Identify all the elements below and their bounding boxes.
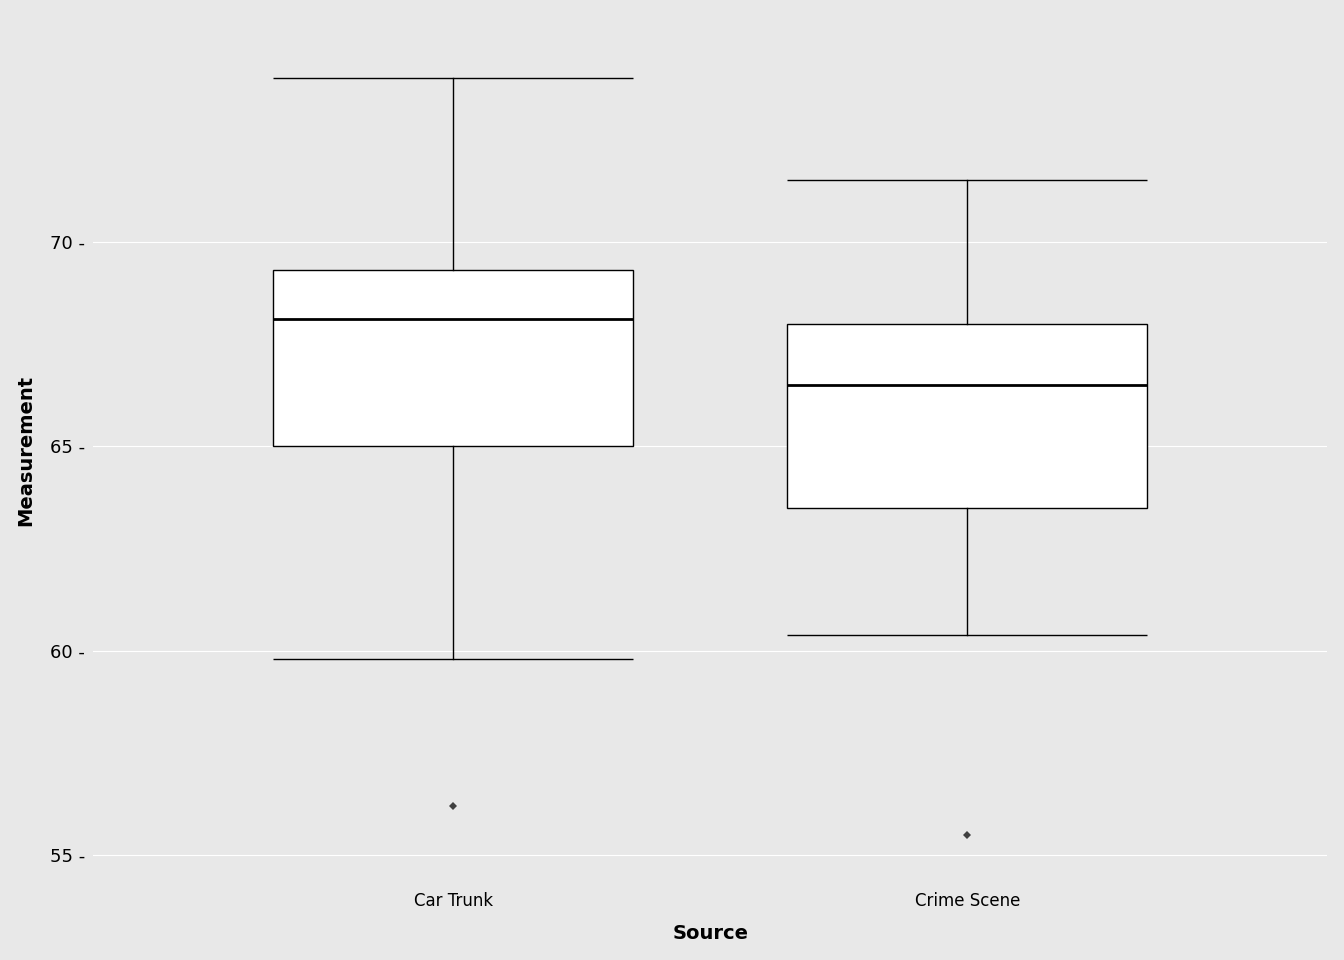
X-axis label: Source: Source	[672, 924, 749, 944]
Bar	[788, 324, 1148, 508]
Bar	[273, 271, 633, 446]
Y-axis label: Measurement: Measurement	[16, 374, 36, 526]
